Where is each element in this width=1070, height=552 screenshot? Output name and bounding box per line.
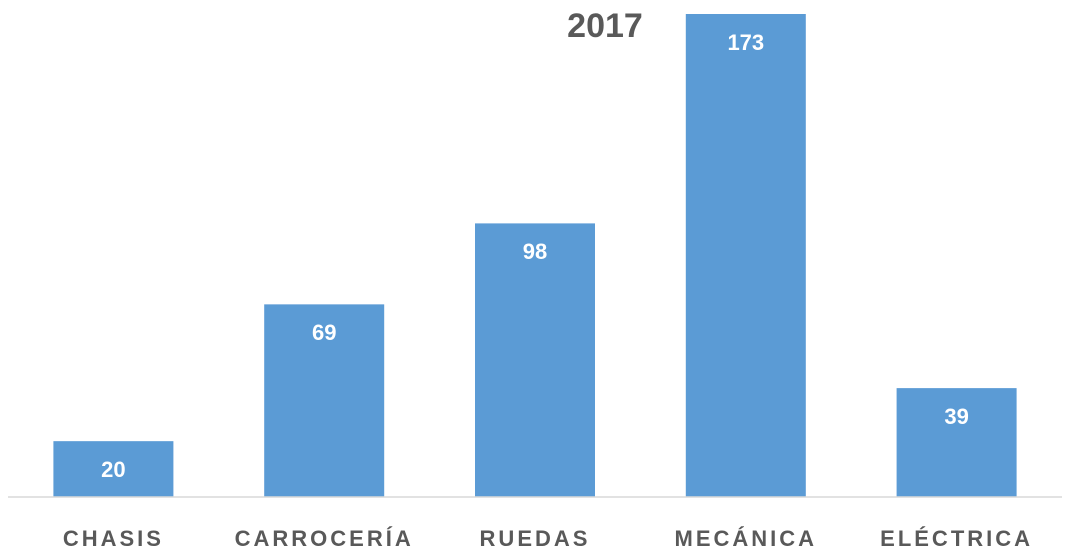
bar	[896, 388, 1017, 497]
bar	[685, 14, 806, 497]
bar	[264, 304, 385, 497]
x-tick-label: CHASIS	[63, 526, 164, 551]
data-label: 20	[101, 457, 125, 482]
bar	[53, 441, 174, 497]
data-label: 69	[312, 320, 336, 345]
data-label: 173	[727, 30, 764, 55]
chart-title: 2017	[567, 7, 643, 45]
x-tick-label: ELÉCTRICA	[880, 526, 1033, 551]
data-label: 98	[523, 239, 547, 264]
x-tick-label: MECÁNICA	[675, 526, 818, 551]
data-label: 39	[944, 404, 968, 429]
x-tick-label: RUEDAS	[480, 526, 591, 551]
bar	[475, 223, 595, 497]
x-tick-label: CARROCERÍA	[235, 526, 414, 551]
